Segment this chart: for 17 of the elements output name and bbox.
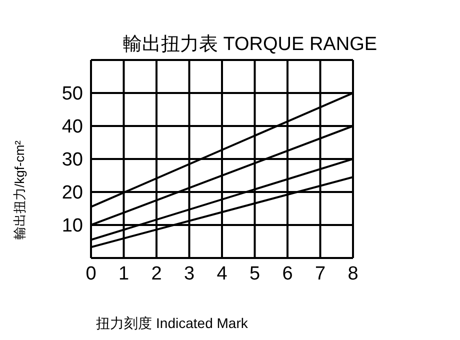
x-tick-label: 7 [314, 263, 326, 284]
x-tick-label: 4 [216, 263, 228, 284]
x-axis-title: 扭力刻度 Indicated Mark [96, 315, 249, 331]
x-tick-label: 2 [151, 263, 162, 284]
x-tick-label: 6 [282, 263, 293, 284]
y-tick-label: 50 [62, 84, 83, 105]
x-tick-label: 1 [118, 263, 130, 284]
y-tick-label: 10 [62, 216, 83, 237]
y-axis-title: 輸出扭力/kgf-cm² [12, 140, 27, 240]
x-tick-label: 8 [348, 263, 358, 284]
y-tick-label: 40 [62, 116, 83, 138]
x-tick-label: 0 [86, 263, 96, 284]
x-tick-label: 3 [184, 263, 195, 284]
chart-title: 輸出扭力表 TORQUE RANGE [122, 34, 378, 55]
y-tick-label: 20 [62, 182, 83, 204]
y-tick-label: 30 [62, 150, 83, 171]
x-tick-label: 5 [249, 263, 260, 284]
